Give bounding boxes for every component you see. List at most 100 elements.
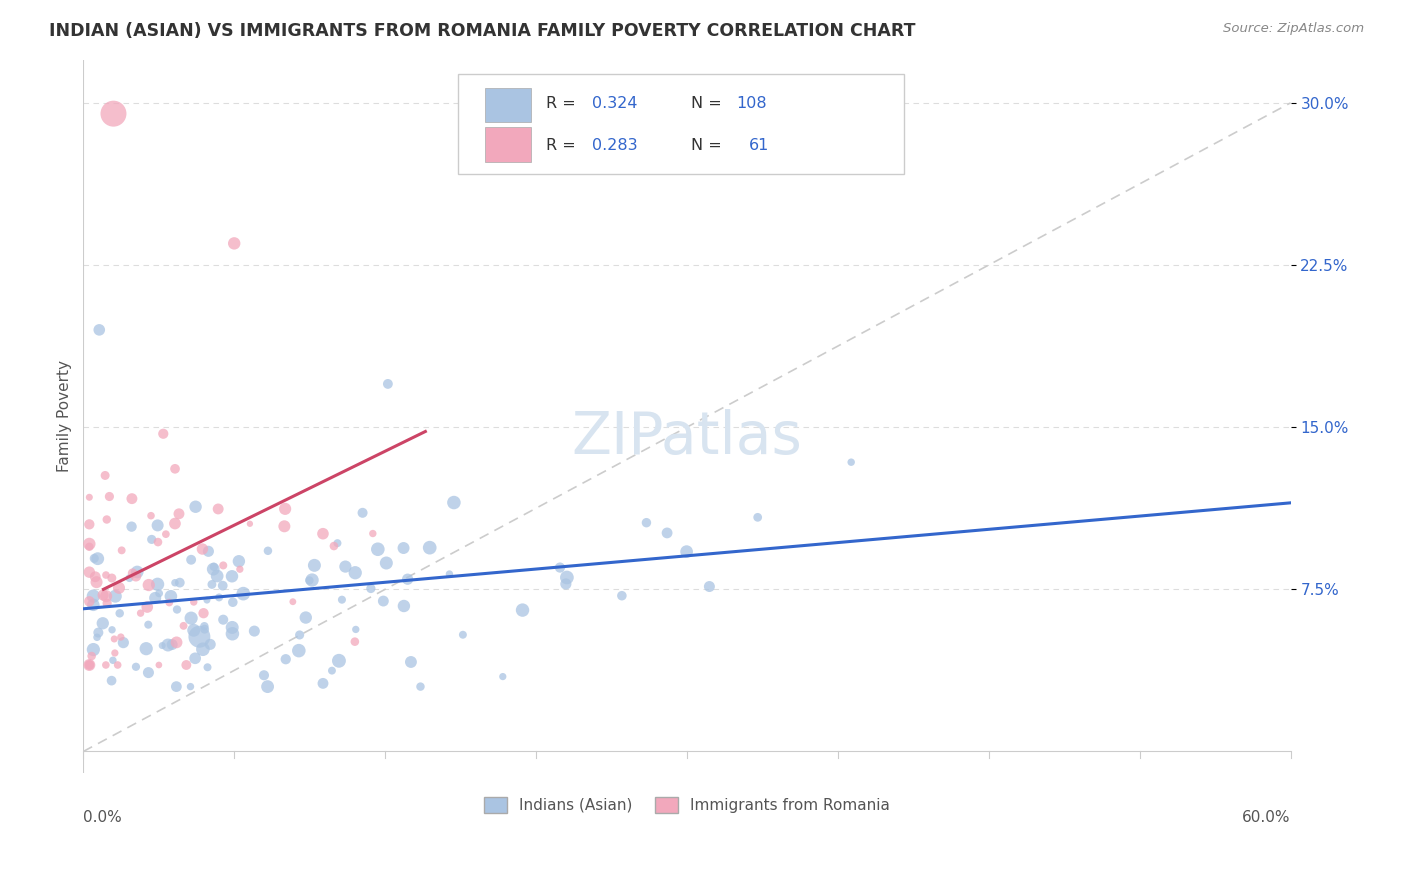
Point <box>180 553 202 567</box>
Point <box>253 668 276 682</box>
Point <box>451 628 474 642</box>
Point <box>205 569 228 583</box>
Point <box>202 559 225 574</box>
Point <box>409 680 432 694</box>
Point <box>104 589 127 603</box>
Point <box>392 541 415 555</box>
Point <box>136 600 159 615</box>
Point <box>135 641 157 656</box>
Point <box>195 593 218 607</box>
Point <box>512 603 534 617</box>
Point <box>138 665 160 680</box>
Text: ZIPatlas: ZIPatlas <box>571 409 803 467</box>
Point <box>89 323 111 337</box>
Point <box>79 490 101 504</box>
Point <box>399 655 422 669</box>
Point <box>232 587 254 601</box>
Point <box>125 660 148 674</box>
Point <box>304 558 326 573</box>
Point <box>110 630 132 644</box>
Point <box>141 533 163 547</box>
Point <box>79 537 101 551</box>
Point <box>125 569 148 583</box>
Point <box>121 491 143 506</box>
Point <box>98 490 121 504</box>
Point <box>84 570 107 584</box>
Point <box>148 586 170 600</box>
Point <box>361 526 384 541</box>
Point <box>344 566 367 580</box>
FancyBboxPatch shape <box>457 74 904 174</box>
Point <box>163 516 186 531</box>
Point <box>555 570 578 584</box>
Point <box>326 536 349 550</box>
Point <box>112 635 135 649</box>
Point <box>79 540 101 554</box>
Point <box>129 606 152 620</box>
Point <box>419 541 441 555</box>
Point <box>224 236 246 251</box>
Point <box>180 611 202 625</box>
Point <box>548 560 571 574</box>
Point <box>256 680 278 694</box>
Point <box>257 543 280 558</box>
Point <box>274 501 297 516</box>
Text: Source: ZipAtlas.com: Source: ZipAtlas.com <box>1223 22 1364 36</box>
Point <box>228 554 250 568</box>
Point <box>79 594 101 608</box>
Point <box>183 624 205 638</box>
Point <box>301 573 323 587</box>
Point <box>747 510 769 524</box>
Point <box>288 643 311 657</box>
Point <box>108 581 131 595</box>
Point <box>221 620 243 634</box>
Point <box>156 638 179 652</box>
Point <box>118 571 141 585</box>
Point <box>91 588 114 602</box>
Point <box>239 516 262 531</box>
Text: R =: R = <box>546 96 581 112</box>
Point <box>86 630 108 644</box>
Point <box>221 569 243 583</box>
Point <box>87 625 110 640</box>
Point <box>188 630 211 644</box>
Point <box>94 658 117 673</box>
Text: N =: N = <box>690 96 727 112</box>
Point <box>229 562 252 576</box>
Point <box>160 638 183 652</box>
Point <box>201 577 224 591</box>
Point <box>439 567 461 582</box>
Legend: Indians (Asian), Immigrants from Romania: Indians (Asian), Immigrants from Romania <box>478 791 896 819</box>
Point <box>377 376 399 391</box>
Point <box>367 542 389 557</box>
Point <box>211 579 233 593</box>
Point <box>103 632 125 646</box>
Point <box>79 517 101 532</box>
Point <box>101 623 124 637</box>
Point <box>148 658 170 673</box>
Point <box>80 648 103 663</box>
Point <box>443 495 465 509</box>
Point <box>655 525 678 540</box>
Point <box>94 468 117 483</box>
Point <box>202 562 225 576</box>
Point <box>184 651 207 665</box>
Point <box>335 559 357 574</box>
Point <box>86 575 108 590</box>
Point <box>298 574 321 588</box>
Point <box>108 607 131 621</box>
Point <box>121 519 143 533</box>
Point <box>79 658 101 673</box>
Point <box>79 658 101 673</box>
Point <box>288 628 311 642</box>
Point <box>173 619 195 633</box>
Point <box>104 646 127 660</box>
Point <box>294 610 316 624</box>
Text: 61: 61 <box>748 137 769 153</box>
Point <box>103 106 125 120</box>
Point <box>169 575 191 590</box>
Point <box>343 634 366 648</box>
Point <box>221 626 243 640</box>
Point <box>281 595 304 609</box>
Point <box>208 591 231 605</box>
